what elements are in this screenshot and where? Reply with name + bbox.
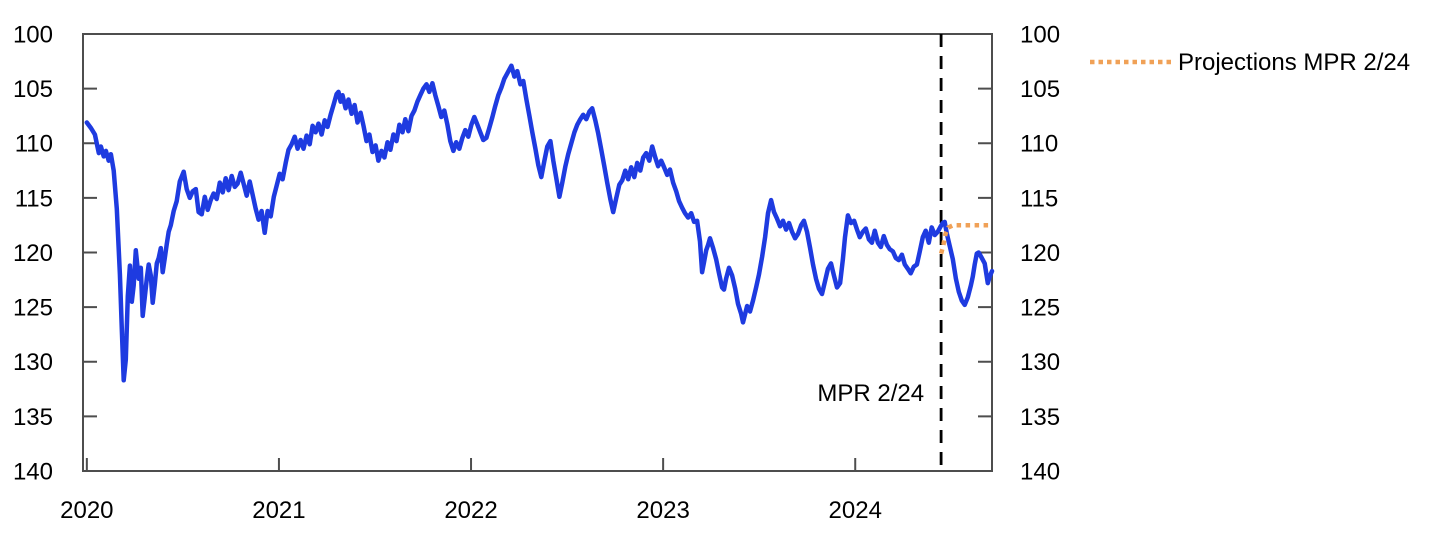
y-tick-label-right: 105	[1020, 76, 1060, 103]
x-tick-label: 2020	[60, 497, 113, 524]
y-tick-label-left: 105	[13, 76, 53, 103]
x-tick-label: 2021	[252, 497, 305, 524]
y-tick-label-right: 130	[1020, 349, 1060, 376]
y-tick-label-left: 125	[13, 295, 53, 322]
x-tick-label: 2023	[636, 497, 689, 524]
actual-series-line	[84, 63, 995, 383]
y-tick-label-right: 120	[1020, 240, 1060, 267]
y-tick-label-right: 135	[1020, 404, 1060, 431]
y-tick-label-left: 130	[13, 349, 53, 376]
legend: Projections MPR 2/24	[1090, 49, 1410, 76]
y-tick-label-right: 125	[1020, 295, 1060, 322]
y-tick-label-left: 100	[13, 21, 53, 48]
y-tick-label-left: 110	[15, 131, 53, 158]
y-tick-label-left: 140	[13, 458, 53, 485]
series-layer	[84, 63, 995, 383]
y-tick-label-left: 115	[15, 185, 53, 212]
projection-series-line	[938, 222, 992, 255]
y-tick-label-right: 110	[1020, 131, 1058, 158]
y-tick-label-right: 140	[1020, 458, 1060, 485]
y-tick-label-right: 115	[1020, 185, 1058, 212]
y-tick-label-left: 120	[13, 240, 53, 267]
cutoff-label: MPR 2/24	[817, 380, 924, 407]
y-tick-label-left: 135	[13, 404, 53, 431]
y-tick-label-right: 100	[1020, 21, 1060, 48]
x-tick-label: 2024	[829, 497, 882, 524]
x-tick-label: 2022	[444, 497, 497, 524]
legend-label: Projections MPR 2/24	[1178, 49, 1410, 76]
annotation-layer: MPR 2/24	[817, 380, 924, 407]
axes-layer: 100 100 105 105 110 110 115 115 120 120 125 125 130 1…	[13, 21, 1060, 524]
